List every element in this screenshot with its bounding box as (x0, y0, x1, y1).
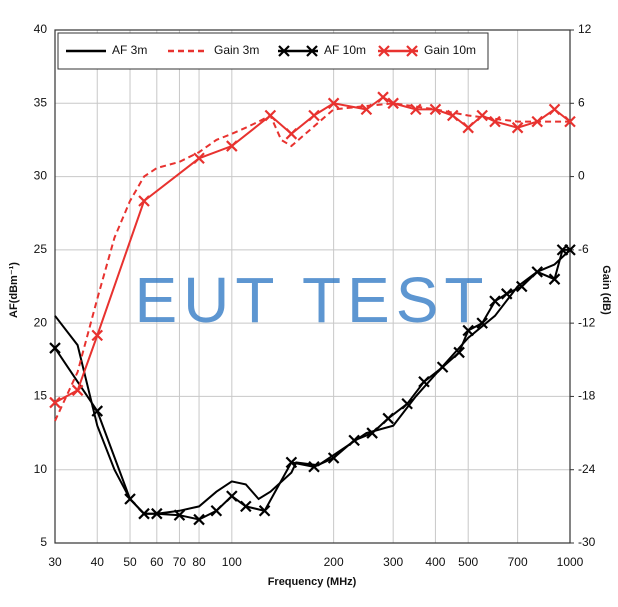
marker (258, 504, 271, 517)
marker (410, 103, 422, 116)
y2-tick-label: -18 (578, 389, 596, 403)
marker (489, 295, 501, 307)
legend-label: AF 3m (112, 43, 147, 57)
marker (360, 103, 373, 116)
marker (500, 288, 513, 300)
marker (515, 280, 528, 293)
x-tick-label: 80 (192, 555, 206, 569)
marker (348, 434, 360, 447)
marker (564, 244, 576, 256)
marker (124, 493, 136, 505)
marker (401, 397, 413, 410)
marker (285, 456, 298, 469)
marker (511, 121, 524, 134)
x-tick-label: 70 (173, 555, 187, 569)
legend-marker (378, 45, 390, 57)
marker (418, 375, 430, 388)
x-tick-label: 50 (123, 555, 137, 569)
marker (151, 507, 163, 520)
marker (377, 91, 389, 103)
legend-label: Gain 3m (214, 43, 259, 57)
legend-marker (406, 45, 418, 57)
y-tick-label: 40 (34, 22, 48, 36)
x-tick-label: 40 (91, 555, 105, 569)
marker (462, 324, 474, 337)
marker (387, 97, 399, 110)
legend-label: Gain 10m (424, 43, 476, 57)
series-line (54, 102, 570, 422)
x-tick-label: 400 (425, 555, 445, 569)
marker (476, 109, 488, 122)
y-tick-label: 30 (34, 169, 48, 183)
y-tick-label: 5 (40, 535, 47, 549)
y2-axis-title: Gain (dB) (600, 265, 612, 315)
marker (173, 509, 186, 521)
x-tick-label: 500 (458, 555, 478, 569)
y2-tick-label: -12 (578, 315, 596, 329)
marker (91, 405, 104, 417)
marker (453, 346, 465, 359)
x-tick-label: 1000 (557, 555, 584, 569)
x-tick-label: 300 (383, 555, 403, 569)
marker (327, 452, 340, 464)
marker (548, 273, 561, 285)
watermark: EUT TEST (134, 264, 489, 336)
x-tick-label: 60 (150, 555, 164, 569)
marker (489, 115, 501, 128)
x-axis-title: Frequency (MHz) (268, 576, 357, 588)
marker (476, 317, 488, 329)
marker (308, 461, 320, 473)
marker (285, 128, 298, 140)
y-tick-label: 10 (34, 462, 48, 476)
marker (564, 115, 576, 128)
x-tick-label: 200 (324, 555, 344, 569)
plot-frame (54, 29, 571, 544)
marker (462, 121, 474, 134)
y2-tick-label: -6 (578, 242, 589, 256)
marker (531, 115, 544, 128)
marker (264, 109, 277, 122)
marker (49, 342, 61, 354)
marker (548, 103, 561, 116)
y2-tick-label: 6 (578, 95, 585, 109)
marker (193, 152, 205, 165)
marker (308, 109, 320, 122)
marker (446, 109, 459, 122)
marker (210, 504, 223, 517)
marker (71, 384, 84, 397)
x-tick-label: 700 (508, 555, 528, 569)
marker (49, 396, 61, 409)
y-tick-label: 20 (34, 315, 48, 329)
y-tick-label: 35 (34, 95, 48, 109)
y-tick-label: 15 (34, 389, 48, 403)
marker (531, 266, 544, 278)
legend-label: AF 10m (324, 43, 366, 57)
y2-tick-label: 0 (578, 169, 585, 183)
x-tick-label: 100 (222, 555, 242, 569)
marker (226, 140, 238, 152)
legend-marker (306, 45, 318, 57)
marker (429, 103, 442, 116)
marker (91, 329, 104, 342)
marker (138, 195, 150, 207)
y2-tick-label: -24 (578, 462, 596, 476)
marker (382, 412, 394, 425)
marker (226, 490, 238, 502)
marker (240, 500, 252, 513)
marker (327, 97, 340, 110)
marker (138, 507, 150, 520)
y-tick-label: 25 (34, 242, 48, 256)
y-axis-title: AF(dBm⁻¹) (8, 262, 20, 318)
marker (193, 513, 205, 526)
y2-tick-label: 12 (578, 22, 592, 36)
x-tick-label: 30 (48, 555, 62, 569)
marker (436, 361, 449, 373)
legend-marker (278, 45, 290, 57)
marker (366, 427, 378, 439)
y2-tick-label: -30 (578, 535, 596, 549)
